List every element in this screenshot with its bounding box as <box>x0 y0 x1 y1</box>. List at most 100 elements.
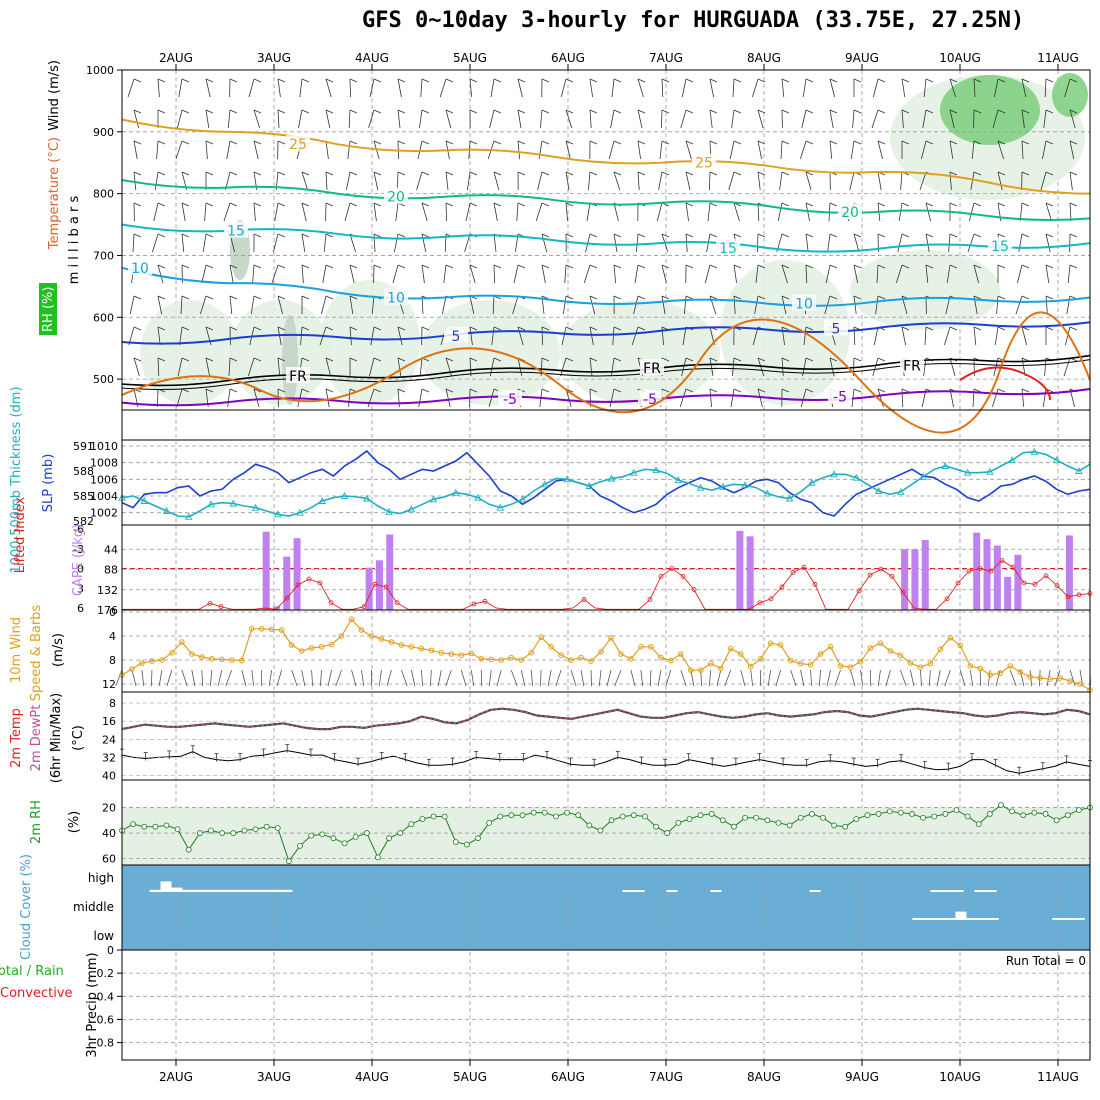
wind-barb-flag <box>277 171 286 176</box>
isotherm-label-bg <box>900 356 924 373</box>
wind-barb <box>176 388 183 408</box>
wind-speed-marker <box>717 665 724 672</box>
wind-barb-flag <box>493 264 502 269</box>
wind-barb-flag <box>685 202 694 207</box>
surface-wind-barb <box>445 669 452 687</box>
wind-barb-flag <box>253 233 262 238</box>
wind-barb <box>801 109 807 129</box>
surface-wind-barb <box>767 669 772 687</box>
isotherm-label: 15 <box>719 241 737 257</box>
thickness-marker <box>140 497 149 504</box>
wind-barb <box>565 140 571 160</box>
wind-barb-flag <box>157 295 166 300</box>
lifted-index-marker <box>317 580 323 586</box>
wind-barb-flag <box>541 109 550 114</box>
wind-barb <box>925 264 929 284</box>
wind-speed-marker <box>149 658 155 665</box>
wind-barb-flag <box>373 78 382 83</box>
rh-marker <box>430 813 437 820</box>
wind-barb-flag <box>685 388 694 393</box>
wind-barb <box>827 233 831 253</box>
surface-wind-barb <box>909 669 915 687</box>
wind-speed-marker <box>977 665 984 672</box>
wind-barb <box>565 202 568 222</box>
pressure-tick-label: 700 <box>93 249 114 262</box>
wind-barb-flag <box>421 78 430 83</box>
wind-barb <box>901 388 904 408</box>
wind-barb <box>157 326 161 346</box>
wind-speed-marker <box>927 660 934 667</box>
wind-barb <box>800 140 807 160</box>
lifted-index-line <box>122 560 1091 610</box>
cloud-cover-cell <box>955 911 967 920</box>
wind-speed-marker <box>578 654 584 661</box>
rh-marker <box>1020 812 1027 819</box>
surface-wind-barb <box>327 669 332 687</box>
wind-barb-flag <box>709 388 718 393</box>
wind-barb-flag <box>877 233 886 238</box>
wind-barb <box>612 326 615 346</box>
wind-barb <box>445 357 452 377</box>
lifted-index-marker <box>1043 573 1049 579</box>
wind-speed-marker <box>1017 669 1023 675</box>
cape-bar <box>262 531 270 610</box>
rh-marker <box>196 830 203 836</box>
thickness-tick-label: 591 <box>73 440 94 453</box>
wind-barb <box>730 388 735 408</box>
wind-speed-marker <box>1057 675 1063 681</box>
wind-barb <box>489 109 495 129</box>
wind-barb-flag <box>1021 357 1030 362</box>
isotherm-label-bg <box>384 187 408 204</box>
wind-speed-marker <box>388 639 395 645</box>
wind-barb <box>611 78 615 98</box>
surface-wind-barb <box>936 669 941 687</box>
wind-barb-flag <box>949 202 958 207</box>
surface-wind-barb <box>640 669 644 687</box>
thickness-marker <box>808 478 816 486</box>
thickness-marker <box>563 475 571 483</box>
wind-barb-flag <box>925 233 934 238</box>
wind-barb-flag <box>325 233 334 238</box>
precip-tick-label: 0.8 <box>97 1037 115 1050</box>
wind-barb <box>709 388 712 408</box>
surface-wind-barb <box>276 669 283 687</box>
rh-marker <box>375 854 381 861</box>
wind-barb <box>805 233 809 253</box>
cloud-cover-cell <box>215 889 227 892</box>
surface-wind-barb <box>361 669 365 687</box>
wind-barb-flag <box>757 233 766 238</box>
cloud-cover-cell <box>944 918 956 920</box>
wind-barb-flag <box>421 264 430 269</box>
wind-barb-flag <box>373 109 382 114</box>
wind-barb-flag <box>181 264 190 269</box>
wind-barb-flag <box>1069 264 1078 269</box>
wind-barb-flag <box>613 171 622 176</box>
wind-barb-flag <box>613 233 622 238</box>
wind-barb-flag <box>637 264 646 269</box>
wind-barb-flag <box>229 109 238 114</box>
wind-barb <box>421 202 428 222</box>
surface-wind-barb <box>877 669 881 687</box>
wind-barb <box>325 388 330 408</box>
wind-barb <box>370 326 375 346</box>
wind-barb <box>416 171 423 191</box>
wind-barb <box>348 388 351 408</box>
wind-barb <box>541 264 546 284</box>
wind-barb-flag <box>781 264 790 269</box>
pressure-tick-label: 900 <box>93 126 114 139</box>
wind-barb <box>517 326 524 346</box>
wind-barb <box>1042 140 1047 160</box>
wind-barb-flag <box>853 233 862 238</box>
isotherm-label: 5 <box>452 329 461 345</box>
wind-barb-flag <box>445 171 454 176</box>
wind-barb-flag <box>1069 171 1078 176</box>
wind-barb-flag <box>661 388 670 393</box>
surface-wind-barb <box>860 669 864 687</box>
wind-barb-flag <box>301 233 310 238</box>
wind-speed-marker <box>638 644 644 650</box>
date-label-bottom: 9AUG <box>845 1070 879 1084</box>
thickness-marker <box>585 482 594 489</box>
wind-barb-flag <box>805 78 814 83</box>
wind-barb-flag <box>781 171 790 176</box>
cape-bar <box>283 556 291 610</box>
